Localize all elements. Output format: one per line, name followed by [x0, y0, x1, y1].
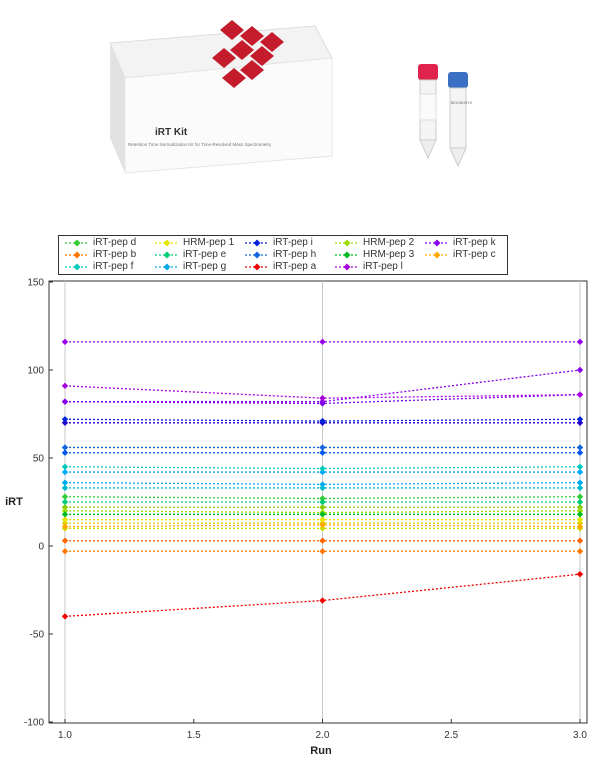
- series-11-point: [61, 479, 69, 486]
- extra-series-2-point: [576, 519, 584, 527]
- series-1-point: [576, 516, 584, 523]
- legend-label: iRT-pep a: [273, 261, 317, 272]
- extra-series-4-point: [61, 484, 69, 492]
- y-tick-label: -100: [24, 718, 44, 729]
- series-13-point: [61, 382, 69, 390]
- extra-series-6-point: [576, 449, 584, 456]
- legend-label: HRM-pep 1: [183, 237, 235, 248]
- legend-label: iRT-pep d: [93, 237, 137, 248]
- extra-series-0-point: [319, 338, 326, 346]
- y-tick-label: 0: [38, 542, 44, 553]
- series-4-point: [319, 398, 326, 405]
- legend-swatch: [245, 239, 269, 247]
- series-10-point: [61, 463, 69, 470]
- extra-series-5-point: [576, 468, 584, 476]
- x-tick-label: 3.0: [573, 730, 587, 741]
- series-4-point: [576, 366, 584, 374]
- x-tick-label: 1.5: [187, 730, 201, 741]
- legend-swatch: [425, 251, 449, 259]
- vial-blue-cap: BIOGNOSYS: [448, 72, 473, 168]
- series-9-point: [61, 523, 69, 530]
- series-2-point: [319, 417, 326, 425]
- y-tick-label: 50: [33, 454, 45, 465]
- legend-label: iRT-pep c: [453, 249, 496, 260]
- extra-series-9-point: [319, 525, 326, 532]
- legend-label: iRT-pep h: [273, 249, 317, 260]
- series-4-point: [61, 398, 69, 405]
- series-6-point: [319, 498, 326, 506]
- legend-label: iRT-pep k: [453, 237, 496, 248]
- series-6-point: [61, 498, 69, 506]
- series-0-point: [576, 493, 584, 500]
- x-tick-label: 2.5: [444, 730, 458, 741]
- extra-series-5-point: [61, 468, 69, 476]
- axis-ticks: 1.0 1.5 2.0 2.5 3.0 150 100 50 0 -50 -100: [24, 278, 587, 742]
- vial-label: BIOGNOSYS: [451, 101, 473, 105]
- y-tick-label: 100: [27, 366, 44, 377]
- legend-swatch: [335, 251, 359, 259]
- vial-red-cap: [418, 64, 438, 160]
- legend-label: iRT-pep e: [183, 249, 227, 260]
- series-10-point: [576, 463, 584, 470]
- extra-series-1-point: [319, 537, 326, 544]
- legend-swatch: [425, 239, 449, 247]
- kit-box: iRT Kit Retention Time Normalization Kit…: [109, 20, 333, 174]
- legend-swatch: [245, 251, 269, 259]
- series-7-point: [61, 444, 69, 451]
- extra-series-0-point: [576, 338, 584, 346]
- series-10-point: [319, 465, 326, 472]
- legend-label: iRT-pep b: [93, 249, 137, 260]
- series-0-point: [319, 495, 326, 502]
- x-tick-label: 2.0: [316, 730, 330, 741]
- legend-label: HRM-pep 3: [363, 249, 415, 260]
- series-7-point: [576, 444, 584, 451]
- chart-legend: iRT-pep d HRM-pep 1 iRT-pep i HRM-pep 2 iRT-…: [58, 235, 508, 275]
- extra-series-3-point: [576, 504, 584, 511]
- legend-label: iRT-pep i: [273, 237, 313, 248]
- legend-swatch: [245, 263, 269, 271]
- legend-label: HRM-pep 2: [363, 237, 415, 248]
- legend-swatch: [65, 263, 89, 271]
- box-subtitle: Retention Time Normalization Kit for Tim…: [128, 142, 272, 147]
- legend-swatch: [65, 239, 89, 247]
- y-tick-label: -50: [30, 630, 45, 641]
- extra-series-4-point: [576, 484, 584, 492]
- series-13-point: [319, 394, 326, 402]
- series-9-point: [319, 521, 326, 529]
- extra-series-5-point: [319, 468, 326, 476]
- kit-logo: [212, 20, 284, 88]
- x-tick-label: 1.0: [58, 730, 72, 741]
- line-chart: 1.0 1.5 2.0 2.5 3.0 150 100 50 0 -50 -100 Run iRT: [5, 278, 588, 757]
- x-axis-title: Run: [310, 745, 332, 757]
- y-tick-label: 150: [27, 278, 44, 289]
- series-9-point: [576, 523, 584, 530]
- series-6-point: [576, 498, 584, 506]
- legend-swatch: [335, 239, 359, 247]
- series-7-point: [319, 444, 326, 451]
- box-label: iRT Kit: [155, 127, 188, 138]
- y-axis-title: iRT: [5, 496, 23, 508]
- series-3-point: [576, 507, 584, 514]
- extra-series-7-point: [576, 419, 584, 426]
- series-13-point: [576, 391, 584, 398]
- extra-series-4-point: [319, 484, 326, 492]
- product-photo: iRT Kit Retention Time Normalization Kit…: [109, 20, 473, 174]
- series-2-point: [576, 416, 584, 423]
- extra-series-7-point: [61, 419, 69, 426]
- series-11-point: [576, 479, 584, 486]
- series-5-point: [319, 548, 326, 555]
- legend-swatch: [335, 263, 359, 271]
- legend-label: iRT-pep g: [183, 261, 227, 272]
- legend-swatch: [155, 239, 179, 247]
- extra-series-2-point: [61, 519, 69, 527]
- extra-series-0-point: [61, 338, 69, 346]
- series-11-point: [319, 481, 326, 488]
- legend-swatch: [155, 251, 179, 259]
- legend-swatch: [155, 263, 179, 271]
- legend-label: iRT-pep f: [93, 261, 134, 272]
- series-12-point: [61, 613, 69, 620]
- legend-swatch: [65, 251, 89, 259]
- legend-label: iRT-pep l: [363, 261, 403, 272]
